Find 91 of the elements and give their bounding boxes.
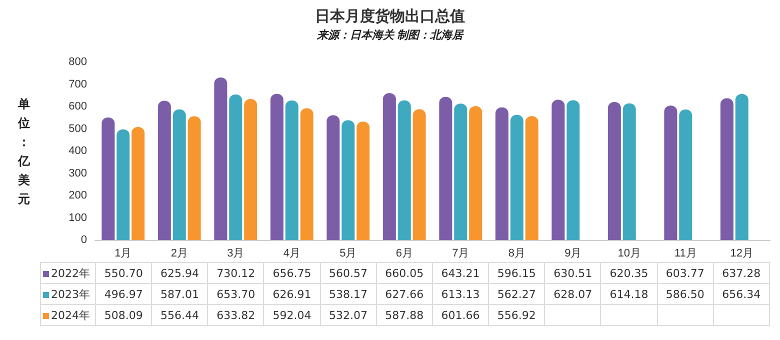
legend-label: 2022年 — [40, 262, 96, 284]
data-label: 601.66 — [432, 304, 489, 326]
data-label: 560.57 — [320, 262, 376, 284]
y-tick-label: 500 — [68, 122, 87, 135]
bar — [382, 93, 396, 240]
data-label: 653.70 — [208, 284, 264, 304]
bar — [608, 102, 621, 240]
data-label: 538.17 — [320, 284, 376, 304]
x-tick-label: 1月 — [114, 248, 132, 260]
y-tick-label: 300 — [68, 167, 87, 180]
bar — [158, 100, 171, 240]
bar — [679, 110, 692, 240]
data-label: 633.82 — [208, 304, 264, 326]
bar — [285, 100, 298, 240]
x-tick-label: 6月 — [396, 248, 413, 260]
x-tick-label: 2月 — [170, 248, 188, 260]
bar — [132, 126, 145, 240]
data-label: 627.66 — [376, 284, 432, 304]
data-label: 603.77 — [657, 262, 714, 284]
chart-title: 日本月度货物出口总值 — [315, 7, 465, 25]
bar — [622, 103, 636, 240]
data-label: 614.18 — [600, 284, 658, 304]
bar — [566, 100, 580, 240]
data-label: 587.88 — [376, 304, 432, 326]
bar — [214, 78, 228, 240]
y-tick-label: 700 — [68, 78, 87, 90]
data-label: 620.35 — [600, 262, 658, 284]
x-tick-label: 8月 — [508, 248, 526, 260]
legend-label: 2023年 — [40, 284, 96, 304]
bar — [439, 96, 452, 240]
y-tick-label: 200 — [68, 190, 87, 202]
data-label: 596.15 — [488, 262, 545, 284]
bar — [469, 106, 482, 240]
y-tick-label: 600 — [68, 100, 87, 112]
data-label: 562.27 — [488, 284, 545, 304]
y-axis-title: 单位：亿美元 — [18, 96, 30, 208]
y-tick-label: 100 — [68, 212, 87, 224]
bar — [720, 98, 734, 240]
data-label: 586.50 — [657, 284, 714, 304]
bar — [229, 94, 242, 240]
x-tick-label: 3月 — [227, 248, 244, 260]
x-tick-label: 11月 — [674, 248, 697, 260]
bar — [300, 108, 314, 240]
data-label: 637.28 — [713, 262, 770, 284]
bar — [172, 109, 186, 240]
bar — [398, 100, 411, 240]
data-label: 587.01 — [152, 284, 208, 304]
data-label: 625.94 — [152, 262, 208, 284]
x-tick-label: 9月 — [564, 248, 582, 260]
chart-subtitle: 来源：日本海关 制图：北海居 — [316, 28, 464, 42]
data-label: 550.70 — [96, 262, 152, 284]
data-label: 656.75 — [264, 262, 320, 284]
data-label: 508.09 — [96, 304, 152, 326]
data-label: 628.07 — [544, 284, 601, 304]
data-label: 592.04 — [264, 304, 320, 326]
x-tick-label: 12月 — [730, 248, 754, 260]
bar — [342, 120, 355, 240]
x-tick-label: 7月 — [452, 248, 470, 260]
y-tick-label: 800 — [68, 56, 87, 68]
data-label: 626.91 — [264, 284, 320, 304]
bar — [102, 117, 115, 240]
data-label: 656.34 — [713, 284, 770, 304]
data-label: 660.05 — [376, 262, 432, 284]
bar — [525, 116, 538, 240]
data-label: 532.07 — [320, 304, 376, 326]
x-tick-label: 10月 — [618, 248, 641, 260]
bar — [495, 107, 508, 240]
y-tick-label: 400 — [68, 145, 87, 157]
data-label: 730.12 — [208, 262, 264, 284]
data-label: 613.13 — [432, 284, 489, 304]
data-label: 643.21 — [432, 262, 489, 284]
bar — [664, 106, 678, 240]
bar — [326, 115, 340, 240]
x-tick-label: 4月 — [283, 248, 300, 260]
data-label: 556.92 — [488, 304, 545, 326]
bar — [510, 114, 524, 240]
bar — [552, 100, 565, 240]
bar — [735, 94, 748, 240]
legend-label: 2024年 — [40, 304, 96, 326]
bar — [244, 98, 258, 240]
y-tick-label: 0 — [80, 234, 87, 246]
x-tick-label: 5月 — [340, 248, 357, 260]
data-label: 556.44 — [152, 304, 208, 326]
bar — [116, 129, 130, 240]
bar — [454, 104, 468, 240]
bar — [412, 109, 426, 240]
bar — [188, 116, 201, 240]
data-label: 630.51 — [544, 262, 601, 284]
bar — [270, 94, 284, 240]
bar — [356, 122, 370, 240]
data-label: 496.97 — [96, 284, 152, 304]
